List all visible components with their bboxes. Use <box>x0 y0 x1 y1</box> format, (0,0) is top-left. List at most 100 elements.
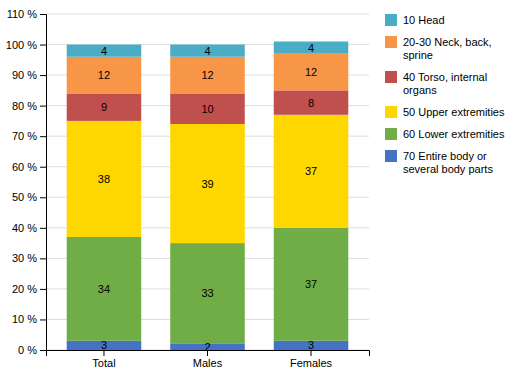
y-tick: 90 % <box>12 69 46 81</box>
y-tick-label: 40 % <box>12 222 37 234</box>
y-tick-label: 70 % <box>12 130 37 142</box>
legend-label: 40 Torso, internalorgans <box>403 71 487 96</box>
legend: 10 Head 20-30 Neck, back,sprine 40 Torso, … <box>385 14 505 175</box>
y-tick-mark <box>40 350 46 351</box>
y-tick: 110 % <box>7 8 46 20</box>
bar-segment <box>274 228 349 341</box>
legend-swatch <box>385 36 397 48</box>
y-tick-label: 30 % <box>12 252 37 264</box>
legend-item: 20-30 Neck, back,sprine <box>385 36 492 61</box>
legend-swatch <box>385 128 397 140</box>
data-label: 10 <box>201 103 213 115</box>
chart: 32334333738393791081212124440 %10 %20 %3… <box>0 0 529 378</box>
x-axis: Total Males Females <box>47 350 370 369</box>
x-tick: Total <box>92 350 115 369</box>
y-axis-line <box>40 15 47 351</box>
y-tick-label: 50 % <box>12 191 37 203</box>
legend-item: 50 Upper extremities <box>385 106 505 118</box>
legend-label: 10 Head <box>403 14 445 26</box>
y-tick-mark <box>40 45 46 46</box>
y-tick: 10 % <box>12 313 46 325</box>
legend-item: 60 Lower extremities <box>385 128 505 140</box>
y-tick-mark <box>40 106 46 107</box>
y-tick: 50 % <box>12 191 46 203</box>
legend-label: 60 Lower extremities <box>403 128 505 140</box>
y-tick-mark <box>40 228 46 229</box>
legend-label: 20-30 Neck, back,sprine <box>403 36 492 61</box>
data-label: 39 <box>201 178 213 190</box>
bar-segment <box>67 93 142 120</box>
bar-segment <box>170 124 245 243</box>
bar-segment <box>274 41 349 53</box>
y-tick: 30 % <box>12 252 46 264</box>
data-label: 12 <box>98 69 110 81</box>
x-tick: Females <box>290 350 333 369</box>
legend-label-line: sprine <box>403 49 433 61</box>
y-tick-mark <box>40 258 46 259</box>
bar-segment <box>170 45 245 57</box>
y-tick: 100 % <box>6 39 46 51</box>
y-tick-mark <box>40 289 46 290</box>
legend-label-line: several body parts <box>403 163 493 175</box>
y-axis: 0 % 10 % 20 % 30 % 40 % 50 % 60 % 70 % 80 % 90 % 1… <box>6 8 47 356</box>
x-axis-line <box>47 351 370 357</box>
legend-item: 70 Entire body orseveral body parts <box>385 150 493 175</box>
y-tick-label: 60 % <box>12 161 37 173</box>
legend-swatch <box>385 71 397 83</box>
x-tick-label: Males <box>193 357 223 369</box>
legend-label: 70 Entire body orseveral body parts <box>403 150 493 175</box>
data-labels: 3233433373839379108121212444 <box>98 42 317 353</box>
legend-label-line: 10 Head <box>403 14 445 26</box>
data-label: 33 <box>201 287 213 299</box>
y-tick-label: 100 % <box>6 39 37 51</box>
y-tick: 80 % <box>12 100 46 112</box>
bar-segment <box>274 54 349 91</box>
legend-swatch <box>385 14 397 26</box>
legend-label: 50 Upper extremities <box>403 106 505 118</box>
data-label: 37 <box>305 278 317 290</box>
x-tick-label: Total <box>92 357 115 369</box>
legend-swatch <box>385 150 397 162</box>
bar-segment <box>67 237 142 341</box>
y-tick-label: 80 % <box>12 100 37 112</box>
y-tick-mark <box>40 197 46 198</box>
y-tick-label: 90 % <box>12 69 37 81</box>
y-tick: 0 % <box>18 344 46 356</box>
x-tick-mark <box>207 350 208 356</box>
data-label: 4 <box>101 45 107 57</box>
data-label: 37 <box>305 165 317 177</box>
y-tick-label: 10 % <box>12 313 37 325</box>
legend-label-line: 60 Lower extremities <box>403 128 505 140</box>
legend-label-line: organs <box>403 84 437 96</box>
x-tick-mark <box>311 350 312 356</box>
grid-line <box>46 14 369 15</box>
legend-label-line: 40 Torso, internal <box>403 71 487 83</box>
bar-segment <box>274 90 349 114</box>
y-tick-label: 20 % <box>12 283 37 295</box>
data-label: 9 <box>101 101 107 113</box>
legend-label-line: 20-30 Neck, back, <box>403 36 492 48</box>
data-label: 3 <box>101 339 107 351</box>
grid <box>46 14 369 350</box>
data-label: 3 <box>308 339 314 351</box>
y-tick-mark <box>40 136 46 137</box>
y-tick-mark <box>40 319 46 320</box>
x-tick-mark <box>103 350 104 356</box>
y-tick-mark <box>40 14 46 15</box>
y-tick: 40 % <box>12 222 46 234</box>
plot: 32334333738393791081212124440 %10 %20 %3… <box>6 8 370 369</box>
data-label: 8 <box>308 97 314 109</box>
y-tick: 60 % <box>12 161 46 173</box>
y-tick-mark <box>40 75 46 76</box>
legend-item: 10 Head <box>385 14 445 26</box>
bar-segment <box>67 45 142 57</box>
bar-segment <box>170 57 245 94</box>
y-tick: 70 % <box>12 130 46 142</box>
bar-segment <box>274 115 349 228</box>
x-tick-label: Females <box>290 357 333 369</box>
data-label: 4 <box>308 42 314 54</box>
data-label: 4 <box>204 45 210 57</box>
y-tick-label: 110 % <box>7 8 38 20</box>
bar-segment <box>67 121 142 237</box>
y-tick-mark <box>40 167 46 168</box>
